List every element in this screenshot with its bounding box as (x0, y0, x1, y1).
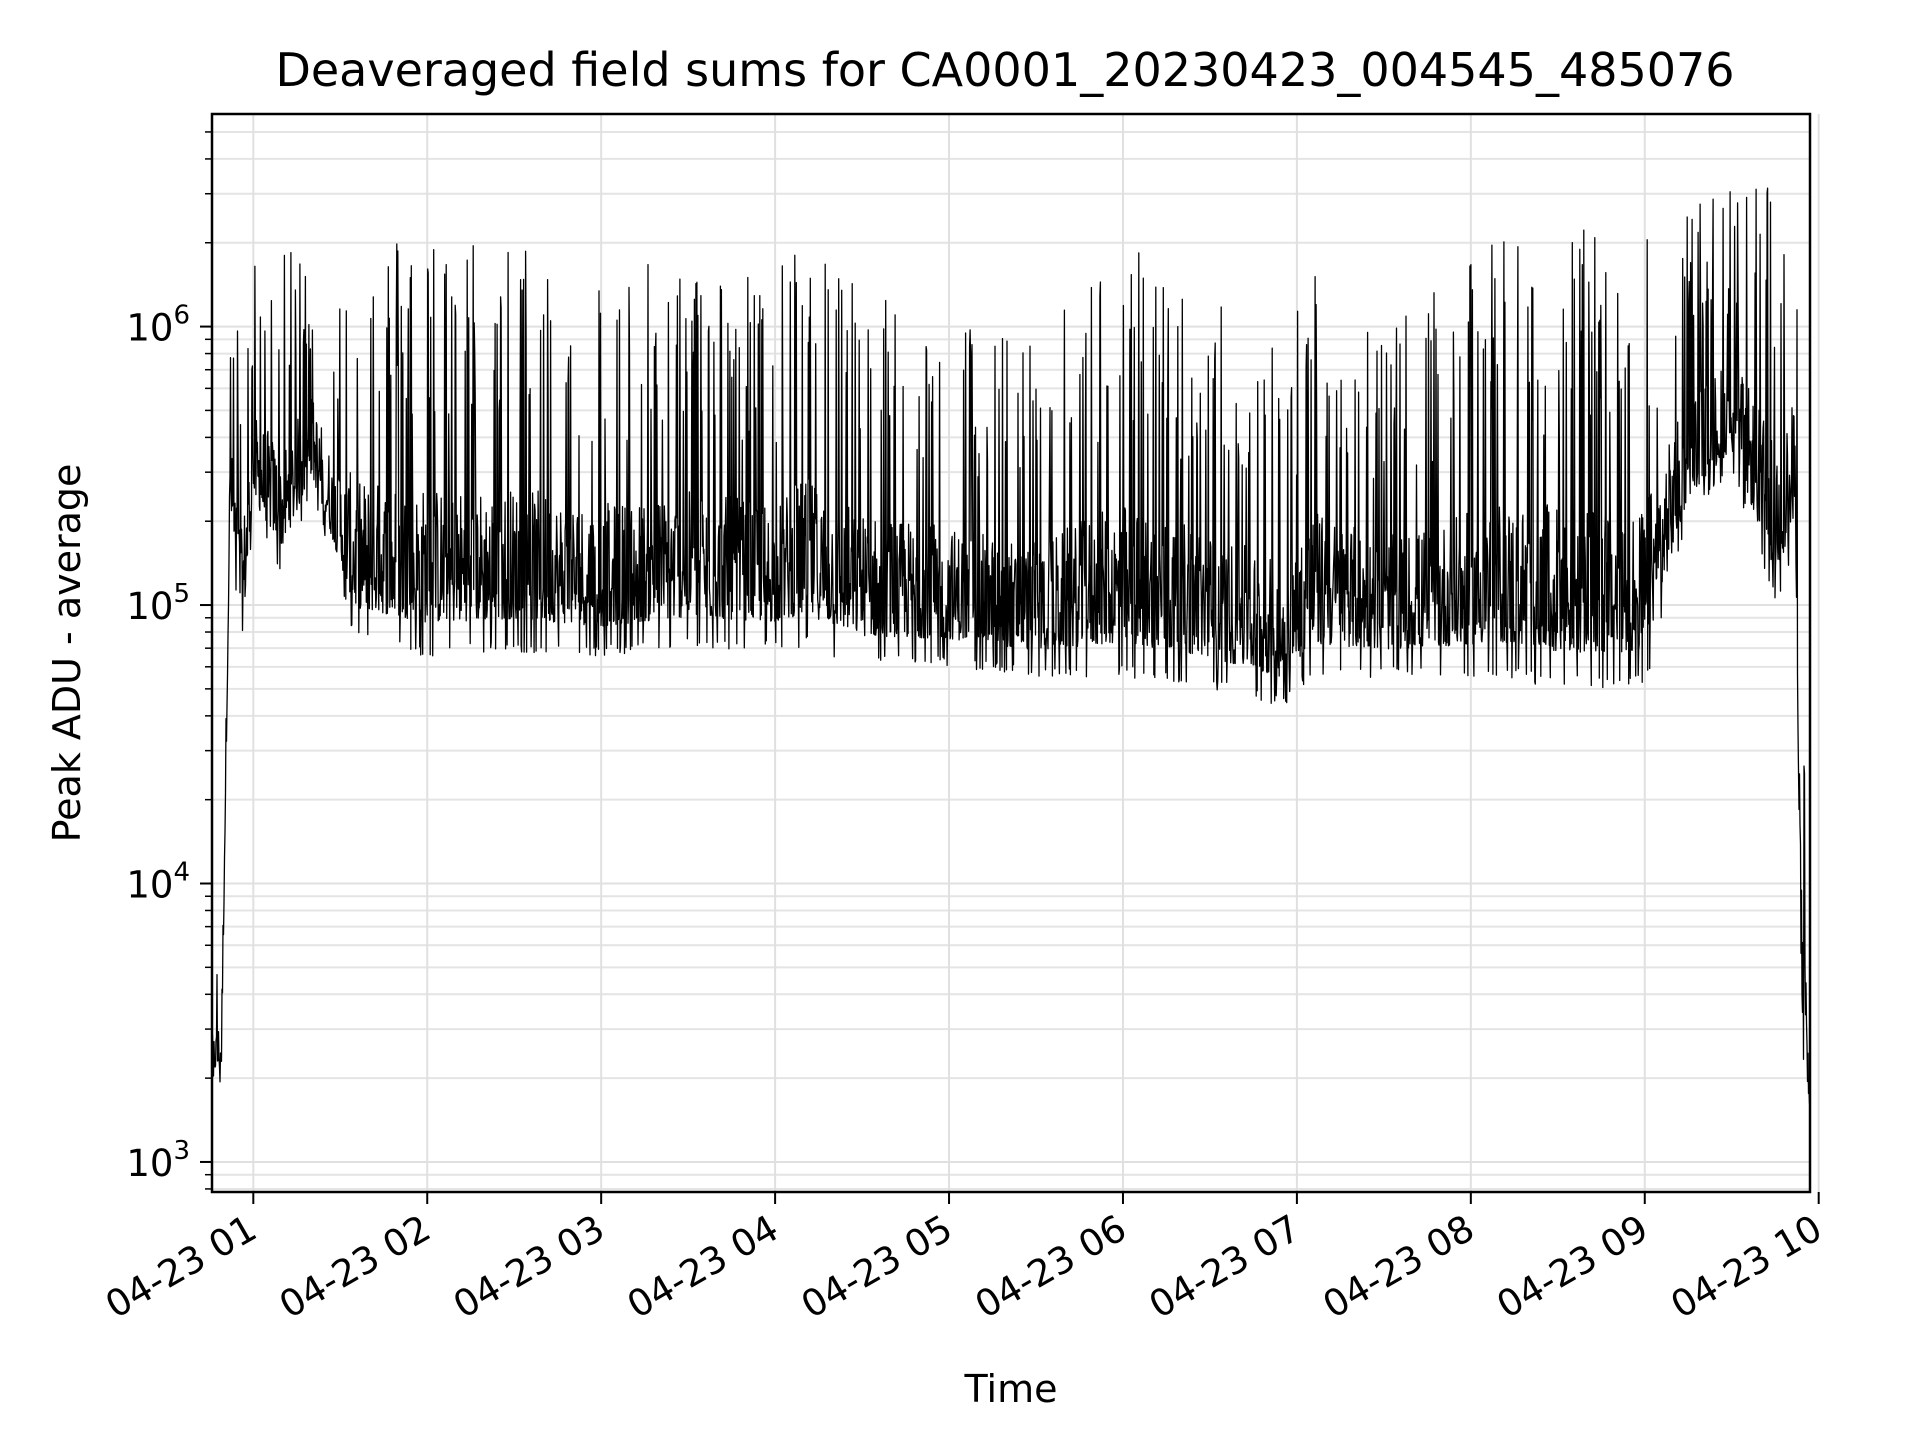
y-axis: 103 104 105 106 (126, 131, 212, 1190)
series-area (212, 187, 1810, 1105)
x-axis-label: Time (964, 1367, 1058, 1411)
plot-frame (210, 112, 1812, 1194)
y-tick-label: 103 (126, 1136, 190, 1185)
series-line (212, 187, 1810, 1105)
y-axis-label: Peak ADU - average (45, 464, 89, 843)
y-tick-label: 106 (126, 301, 190, 350)
chart-title: Deaveraged field sums for CA0001_2023042… (275, 43, 1734, 97)
y-tick-label: 105 (126, 579, 190, 628)
y-tick-label: 104 (126, 857, 190, 906)
